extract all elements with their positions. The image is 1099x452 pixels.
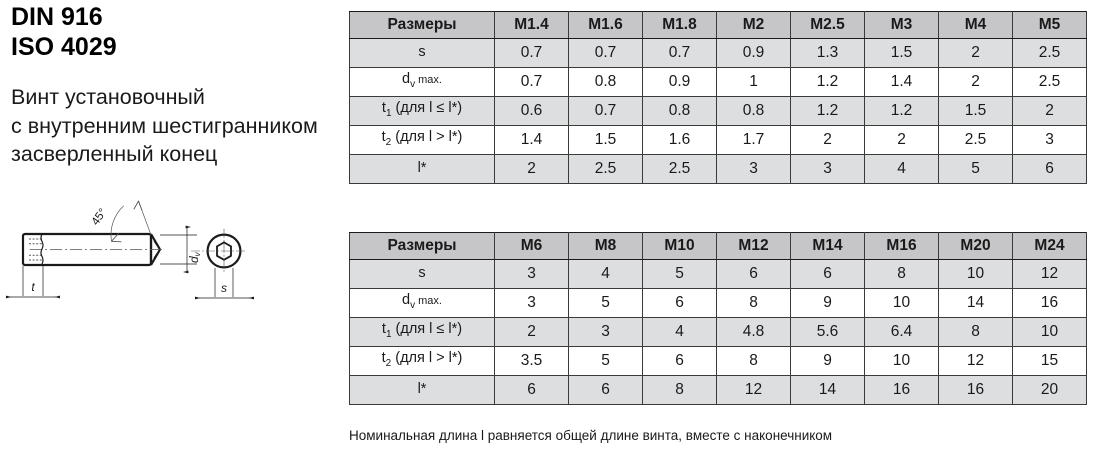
svg-text:45°: 45° bbox=[90, 207, 110, 228]
svg-text:dv: dv bbox=[187, 251, 202, 263]
svg-text:s: s bbox=[221, 281, 227, 295]
svg-text:t: t bbox=[31, 280, 35, 294]
